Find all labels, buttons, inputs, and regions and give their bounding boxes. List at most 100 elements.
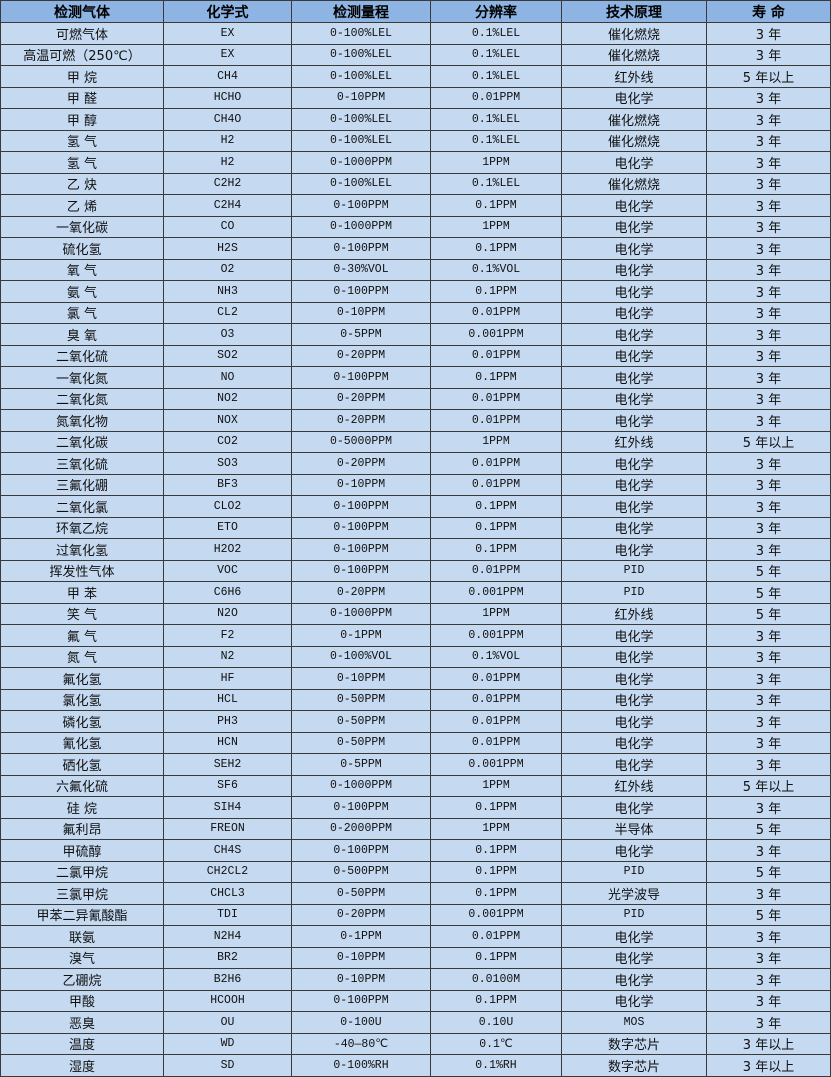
cell-resolution: 0.1PPM [430,860,562,883]
cell-resolution: 0.01PPM [430,409,562,432]
cell-gas-name: 甲 苯 [0,581,164,604]
cell-lifespan: 5 年以上 [706,65,831,88]
cell-gas-name: 温度 [0,1032,164,1055]
cell-gas-name: 氟 气 [0,624,164,647]
cell-gas-name: 一氧化碳 [0,215,164,238]
cell-range: 0-5PPM [291,753,431,776]
cell-gas-name: 氢 气 [0,129,164,152]
cell-lifespan: 3 年 [706,215,831,238]
cell-resolution: 0.01PPM [430,473,562,496]
cell-resolution: 0.1PPM [430,495,562,518]
cell-formula: CH2CL2 [163,860,292,883]
header-range: 检测量程 [291,0,431,23]
cell-principle: 电化学 [561,495,707,518]
cell-lifespan: 3 年 [706,839,831,862]
cell-principle: 数字芯片 [561,1032,707,1055]
cell-lifespan: 3 年 [706,108,831,131]
cell-gas-name: 甲酸 [0,989,164,1012]
cell-gas-name: 乙 炔 [0,172,164,195]
cell-gas-name: 二氯甲烷 [0,860,164,883]
cell-resolution: 0.10U [430,1011,562,1034]
cell-resolution: 0.001PPM [430,753,562,776]
cell-formula: O2 [163,258,292,281]
cell-formula: CO [163,215,292,238]
cell-range: 0-100PPM [291,796,431,819]
cell-principle: 电化学 [561,753,707,776]
cell-gas-name: 一氧化氮 [0,366,164,389]
cell-range: 0-100%RH [291,1054,431,1077]
cell-gas-name: 氮 气 [0,645,164,668]
cell-gas-name: 湿度 [0,1054,164,1077]
cell-gas-name: 甲 烷 [0,65,164,88]
cell-formula: ETO [163,516,292,539]
cell-lifespan: 3 年 [706,796,831,819]
cell-principle: 电化学 [561,323,707,346]
cell-formula: VOC [163,559,292,582]
cell-gas-name: 氮氧化物 [0,409,164,432]
table-row: 氮 气 N2 0-100%VOL 0.1%VOL 电化学 3 年 [0,645,831,668]
cell-gas-name: 溴气 [0,946,164,969]
cell-resolution: 0.1%VOL [430,258,562,281]
cell-range: 0-100PPM [291,495,431,518]
cell-gas-name: 挥发性气体 [0,559,164,582]
table-row: 溴气 BR2 0-10PPM 0.1PPM 电化学 3 年 [0,946,831,969]
cell-formula: SEH2 [163,753,292,776]
cell-range: 0-20PPM [291,387,431,410]
cell-gas-name: 二氧化碳 [0,430,164,453]
cell-range: 0-100%LEL [291,22,431,45]
cell-range: 0-10PPM [291,86,431,109]
cell-principle: 电化学 [561,387,707,410]
cell-formula: CL2 [163,301,292,324]
cell-gas-name: 联氨 [0,925,164,948]
cell-gas-name: 甲 醇 [0,108,164,131]
header-principle: 技术原理 [561,0,707,23]
cell-range: -40—80℃ [291,1032,431,1055]
table-row: 氯化氢 HCL 0-50PPM 0.01PPM 电化学 3 年 [0,688,831,711]
cell-range: 0-50PPM [291,710,431,733]
cell-resolution: 0.1℃ [430,1032,562,1055]
cell-principle: 催化燃烧 [561,22,707,45]
cell-range: 0-50PPM [291,688,431,711]
cell-formula: SO3 [163,452,292,475]
cell-resolution: 0.1%LEL [430,172,562,195]
cell-principle: 电化学 [561,516,707,539]
cell-resolution: 0.1%LEL [430,43,562,66]
cell-formula: TDI [163,903,292,926]
cell-gas-name: 过氧化氢 [0,538,164,561]
table-row: 环氧乙烷 ETO 0-100PPM 0.1PPM 电化学 3 年 [0,516,831,539]
cell-range: 0-10PPM [291,667,431,690]
cell-principle: PID [561,581,707,604]
cell-resolution: 0.1%VOL [430,645,562,668]
cell-principle: PID [561,860,707,883]
cell-resolution: 0.1PPM [430,194,562,217]
cell-resolution: 1PPM [430,430,562,453]
header-formula: 化学式 [163,0,292,23]
cell-principle: 电化学 [561,667,707,690]
cell-range: 0-20PPM [291,452,431,475]
cell-principle: 电化学 [561,301,707,324]
cell-principle: 电化学 [561,538,707,561]
cell-lifespan: 5 年 [706,817,831,840]
cell-gas-name: 二氧化硫 [0,344,164,367]
cell-formula: NH3 [163,280,292,303]
table-row: 可燃气体 EX 0-100%LEL 0.1%LEL 催化燃烧 3 年 [0,22,831,45]
cell-resolution: 0.1PPM [430,946,562,969]
cell-formula: HCHO [163,86,292,109]
cell-formula: HF [163,667,292,690]
cell-range: 0-100PPM [291,516,431,539]
cell-lifespan: 3 年以上 [706,1032,831,1055]
cell-resolution: 0.01PPM [430,86,562,109]
cell-range: 0-100%LEL [291,43,431,66]
header-row: 检测气体 化学式 检测量程 分辨率 技术原理 寿 命 [0,0,831,23]
cell-lifespan: 3 年 [706,753,831,776]
cell-formula: EX [163,22,292,45]
table-row: 联氨 N2H4 0-1PPM 0.01PPM 电化学 3 年 [0,925,831,948]
cell-resolution: 0.01PPM [430,667,562,690]
table-row: 氧 气 O2 0-30%VOL 0.1%VOL 电化学 3 年 [0,258,831,281]
cell-range: 0-20PPM [291,344,431,367]
cell-formula: HCOOH [163,989,292,1012]
cell-resolution: 0.001PPM [430,323,562,346]
cell-formula: BR2 [163,946,292,969]
cell-gas-name: 六氟化硫 [0,774,164,797]
cell-formula: CH4 [163,65,292,88]
